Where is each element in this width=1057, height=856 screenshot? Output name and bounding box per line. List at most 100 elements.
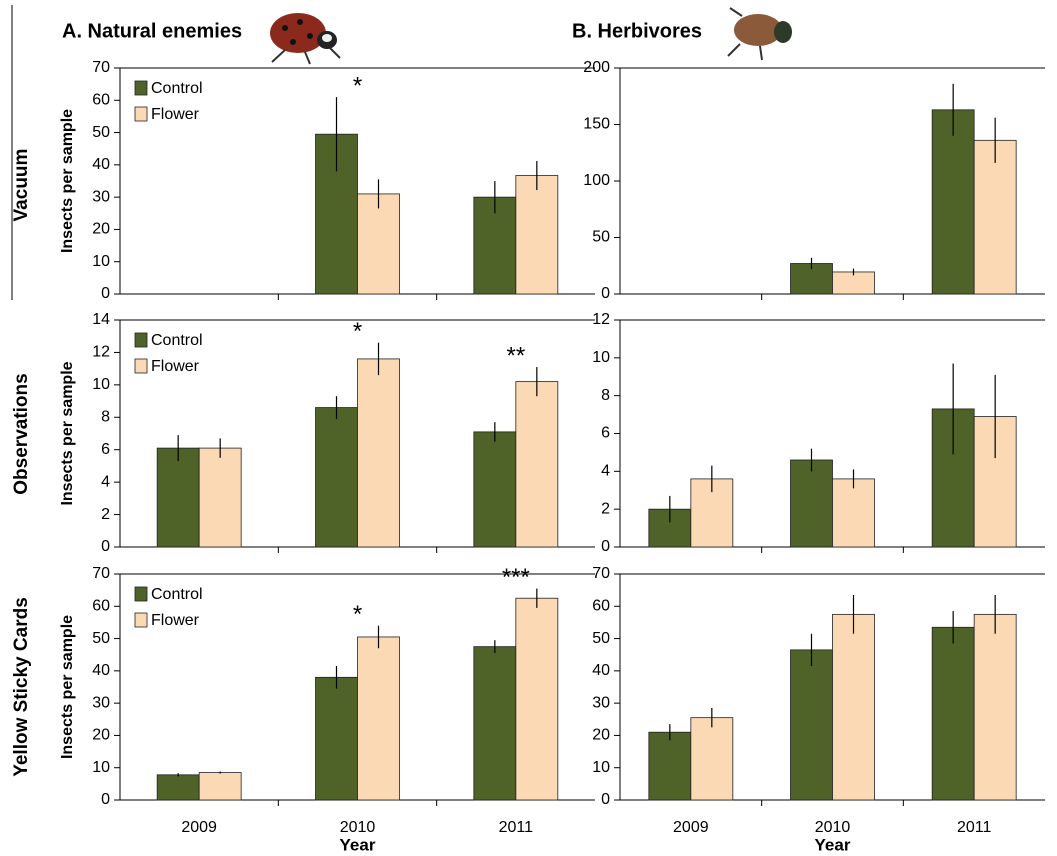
bar: [516, 382, 558, 547]
y-tick-label: 70: [92, 565, 110, 582]
y-tick-label: 70: [592, 565, 610, 582]
y-tick-label: 10: [92, 376, 110, 393]
bar: [791, 650, 833, 800]
legend-swatch: [135, 359, 147, 373]
y-tick-label: 200: [583, 59, 610, 76]
x-tick-label: 2009: [673, 819, 709, 836]
y-tick-label: 20: [592, 727, 610, 744]
bar: [833, 614, 875, 800]
y-tick-label: 70: [92, 59, 110, 76]
bar: [691, 718, 733, 800]
y-tick-label: 40: [92, 662, 110, 679]
y-tick-label: 50: [92, 630, 110, 647]
y-tick-label: 12: [92, 344, 110, 361]
legend-swatch: [135, 81, 147, 95]
y-tick-label: 20: [92, 221, 110, 238]
y-tick-label: 4: [101, 473, 110, 490]
x-tick-label: 2010: [340, 819, 376, 836]
bar: [833, 479, 875, 547]
y-tick-label: 2: [101, 506, 110, 523]
y-tick-label: 40: [92, 156, 110, 173]
legend-label: Flower: [151, 358, 200, 375]
bar: [199, 448, 241, 547]
y-tick-label: 40: [592, 662, 610, 679]
legend-label: Flower: [151, 612, 200, 629]
y-tick-label: 10: [592, 349, 610, 366]
y-tick-label: 10: [92, 759, 110, 776]
bar: [649, 732, 691, 800]
y-tick-label: 20: [92, 727, 110, 744]
significance-mark: *: [353, 318, 362, 345]
bar: [974, 614, 1016, 800]
y-tick-label: 30: [592, 694, 610, 711]
bar: [516, 176, 558, 294]
bar: [316, 408, 358, 547]
row-title: Observations: [11, 373, 32, 494]
y-axis-label: Insects per sample: [59, 615, 76, 759]
y-tick-label: 8: [601, 387, 610, 404]
y-tick-label: 14: [92, 311, 110, 328]
y-tick-label: 150: [583, 116, 610, 133]
y-axis-label: Insects per sample: [59, 109, 76, 253]
y-tick-label: 100: [583, 172, 610, 189]
legend-swatch: [135, 107, 147, 121]
significance-mark: *: [353, 601, 362, 628]
bar: [516, 598, 558, 800]
y-tick-label: 0: [601, 538, 610, 555]
bar: [316, 677, 358, 800]
row-title: Yellow Sticky Cards: [11, 597, 32, 777]
y-tick-label: 50: [592, 229, 610, 246]
y-tick-label: 0: [601, 791, 610, 808]
y-tick-label: 10: [92, 253, 110, 270]
column-title: A. Natural enemies: [62, 20, 242, 42]
bar: [358, 194, 400, 294]
bar: [932, 627, 974, 800]
x-axis-label: Year: [815, 835, 851, 854]
y-tick-label: 4: [601, 463, 610, 480]
x-tick-label: 2009: [181, 819, 217, 836]
legend-label: Control: [151, 80, 203, 97]
bar: [199, 773, 241, 800]
legend-swatch: [135, 613, 147, 627]
x-tick-label: 2011: [957, 819, 992, 836]
column-title: B. Herbivores: [572, 20, 702, 42]
significance-mark: **: [506, 342, 525, 369]
ladybug-icon: [270, 13, 340, 64]
y-tick-label: 2: [601, 500, 610, 517]
row-title: Vacuum: [11, 149, 32, 222]
y-tick-label: 30: [92, 694, 110, 711]
legend-swatch: [135, 333, 147, 347]
y-tick-label: 30: [92, 188, 110, 205]
bar: [157, 775, 199, 800]
legend-label: Control: [151, 332, 203, 349]
legend-label: Flower: [151, 106, 200, 123]
y-tick-label: 10: [592, 759, 610, 776]
figure: A. Natural enemies B. Herbivores Vacuum …: [0, 0, 1057, 856]
y-axis-label: Insects per sample: [59, 361, 76, 505]
legend-swatch: [135, 587, 147, 601]
y-tick-label: 6: [101, 441, 110, 458]
y-tick-label: 6: [601, 425, 610, 442]
bar: [791, 460, 833, 547]
bar: [974, 140, 1016, 294]
y-tick-label: 8: [101, 409, 110, 426]
significance-mark: ***: [502, 564, 530, 591]
bar: [358, 637, 400, 800]
y-tick-label: 60: [92, 598, 110, 615]
bar: [932, 110, 974, 294]
y-tick-label: 12: [592, 311, 610, 328]
significance-mark: *: [353, 72, 362, 99]
y-tick-label: 0: [601, 285, 610, 302]
bar: [358, 359, 400, 547]
x-tick-label: 2011: [499, 819, 534, 836]
y-tick-label: 0: [101, 538, 110, 555]
bar: [157, 448, 199, 547]
x-axis-label: Year: [340, 835, 376, 854]
bar: [474, 432, 516, 547]
y-tick-label: 60: [92, 92, 110, 109]
y-tick-label: 0: [101, 791, 110, 808]
legend-label: Control: [151, 586, 203, 603]
beetle-icon: [728, 8, 792, 60]
y-tick-label: 0: [101, 285, 110, 302]
y-tick-label: 60: [592, 598, 610, 615]
